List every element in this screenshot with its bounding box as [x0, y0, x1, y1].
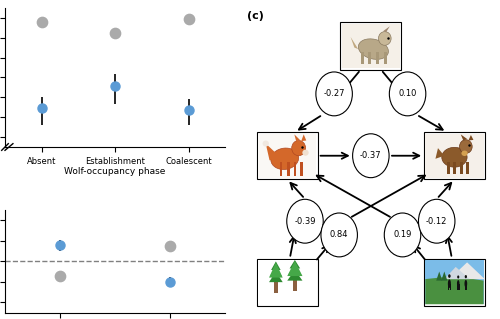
Text: (c): (c) — [246, 11, 264, 21]
Bar — [384, 52, 386, 64]
FancyBboxPatch shape — [340, 22, 401, 70]
Bar — [453, 162, 456, 174]
Bar — [342, 24, 400, 68]
Ellipse shape — [271, 148, 298, 169]
X-axis label: Wolf-occupancy phase: Wolf-occupancy phase — [64, 167, 166, 176]
Polygon shape — [301, 134, 306, 141]
Bar — [466, 162, 469, 174]
Bar — [293, 279, 297, 291]
Polygon shape — [461, 134, 467, 140]
Text: 0.19: 0.19 — [394, 230, 411, 240]
Circle shape — [384, 213, 421, 257]
Point — [166, 243, 174, 249]
Polygon shape — [436, 148, 444, 159]
Polygon shape — [294, 134, 300, 141]
Bar — [274, 281, 278, 293]
Circle shape — [352, 134, 389, 178]
Bar — [464, 284, 466, 290]
Bar — [457, 284, 458, 290]
Ellipse shape — [378, 32, 391, 45]
Polygon shape — [436, 271, 442, 281]
Bar — [447, 162, 450, 174]
Polygon shape — [271, 262, 280, 270]
Point — [56, 273, 64, 278]
Text: -0.27: -0.27 — [324, 89, 345, 98]
FancyBboxPatch shape — [257, 258, 318, 306]
Point — [38, 19, 46, 25]
Polygon shape — [288, 270, 302, 281]
Bar — [360, 52, 364, 64]
Circle shape — [321, 213, 358, 257]
Bar — [258, 260, 316, 304]
Circle shape — [287, 199, 323, 243]
Ellipse shape — [464, 275, 467, 278]
Polygon shape — [450, 262, 485, 279]
Polygon shape — [384, 26, 390, 32]
Text: 0.10: 0.10 — [398, 89, 417, 98]
Polygon shape — [426, 276, 484, 304]
Bar — [368, 52, 372, 64]
Ellipse shape — [358, 39, 388, 59]
Ellipse shape — [262, 140, 269, 147]
Ellipse shape — [448, 279, 451, 288]
Polygon shape — [350, 37, 358, 49]
Ellipse shape — [457, 275, 460, 278]
Polygon shape — [444, 267, 469, 279]
Ellipse shape — [442, 147, 467, 167]
Bar — [300, 162, 302, 175]
Bar — [460, 162, 462, 174]
Polygon shape — [288, 261, 302, 276]
Ellipse shape — [292, 140, 306, 156]
Ellipse shape — [457, 280, 460, 287]
Polygon shape — [288, 265, 302, 275]
Circle shape — [390, 72, 426, 116]
Polygon shape — [290, 260, 300, 269]
Polygon shape — [468, 135, 473, 140]
Ellipse shape — [460, 140, 472, 153]
Polygon shape — [266, 144, 277, 160]
Point — [184, 16, 192, 21]
Text: -0.37: -0.37 — [360, 151, 382, 160]
Ellipse shape — [302, 150, 308, 156]
Point — [111, 30, 119, 35]
Bar — [466, 284, 467, 290]
Polygon shape — [442, 271, 448, 281]
Bar — [448, 284, 449, 290]
Polygon shape — [269, 271, 282, 282]
Bar — [426, 134, 484, 178]
Polygon shape — [270, 267, 282, 276]
FancyBboxPatch shape — [257, 132, 318, 179]
Polygon shape — [269, 262, 282, 278]
Ellipse shape — [462, 151, 468, 156]
Bar — [258, 134, 316, 178]
Bar — [426, 260, 484, 304]
Ellipse shape — [448, 274, 450, 278]
Text: -0.39: -0.39 — [294, 217, 316, 226]
Circle shape — [418, 199, 455, 243]
Bar — [376, 52, 379, 64]
Bar — [280, 162, 282, 175]
FancyBboxPatch shape — [424, 132, 485, 179]
Ellipse shape — [464, 280, 467, 287]
Bar — [288, 162, 290, 175]
Bar — [458, 284, 460, 290]
Bar — [294, 162, 296, 175]
Circle shape — [316, 72, 352, 116]
Text: 0.84: 0.84 — [330, 230, 348, 240]
FancyBboxPatch shape — [424, 258, 485, 306]
Text: -0.12: -0.12 — [426, 217, 448, 226]
